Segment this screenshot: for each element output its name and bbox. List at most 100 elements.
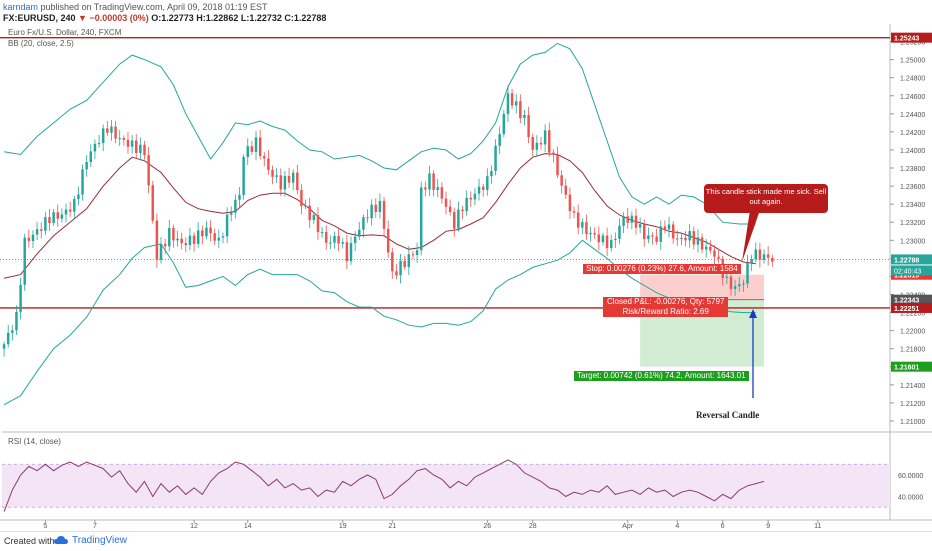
candle-body: [601, 235, 605, 243]
candle-body: [258, 137, 262, 156]
candle-body: [494, 145, 497, 171]
candle-body: [514, 101, 518, 106]
candle-body: [68, 209, 72, 212]
y-tick-label: 1.24600: [900, 94, 925, 101]
candle-body: [671, 224, 675, 239]
footer: Created with TradingView: [0, 531, 932, 551]
candle-body: [118, 138, 121, 140]
candle-body: [432, 173, 435, 190]
candle-body: [279, 175, 283, 190]
candle-body: [242, 156, 245, 195]
rsi-tick-label: 40.0000: [898, 495, 923, 502]
candle-body: [564, 185, 568, 195]
y-tick-label: 1.21000: [900, 419, 925, 426]
candle-body: [618, 225, 621, 239]
candle-body: [6, 332, 10, 345]
x-tick-label: 26: [483, 523, 491, 530]
candle-body: [52, 212, 55, 224]
price-tag-label: 1.22788: [894, 257, 919, 264]
candle-body: [391, 252, 394, 272]
candle-body: [568, 194, 572, 212]
y-tick-label: 1.23000: [900, 238, 925, 245]
candle-body: [263, 155, 266, 159]
rsi-line: [3, 459, 765, 512]
candle-body: [626, 216, 629, 223]
candle-body: [246, 146, 249, 157]
candle-body: [64, 209, 68, 215]
candle-body: [320, 232, 324, 234]
candle-body: [453, 212, 456, 229]
candle-body: [35, 229, 39, 235]
tradingview-brand[interactable]: TradingView: [72, 535, 128, 546]
candle-body: [634, 215, 638, 228]
candle-body: [428, 173, 431, 190]
candle-body: [709, 246, 712, 251]
candle-body: [395, 271, 398, 276]
candle-body: [527, 114, 530, 138]
x-tick-label: Apr: [622, 523, 634, 530]
candle-body: [585, 222, 588, 235]
candle-body: [572, 211, 576, 213]
author-name[interactable]: karndam: [3, 2, 39, 12]
candle-body: [122, 138, 126, 140]
candle-body: [89, 151, 93, 163]
candle-body: [667, 224, 671, 230]
candle-body: [229, 212, 233, 215]
candle-body: [481, 186, 485, 190]
candle-body: [510, 93, 514, 106]
candle-body: [746, 262, 749, 284]
candle-body: [738, 284, 741, 287]
published-text: published on TradingView.com, April 09, …: [40, 2, 268, 12]
candle-body: [676, 238, 679, 240]
rsi-band: [2, 464, 890, 508]
candle-body: [399, 260, 402, 276]
candle-body: [184, 243, 188, 246]
candle-body: [19, 284, 22, 312]
candle-body: [750, 259, 753, 263]
candle-body: [762, 254, 766, 260]
candle-body: [651, 235, 654, 237]
candle-body: [581, 222, 584, 228]
candle-body: [597, 234, 601, 243]
candle-body: [196, 230, 200, 244]
candle-body: [498, 134, 501, 146]
candle-body: [337, 235, 340, 244]
candle-body: [217, 237, 221, 241]
x-tick-label: 28: [529, 523, 537, 530]
reversal-arrow-head: [749, 309, 757, 318]
closed-pnl-text: Closed P&L: -0.00276, Qty: 5797: [607, 297, 725, 306]
candle-body: [717, 256, 720, 259]
candle-body: [48, 217, 51, 224]
candle-body: [552, 152, 555, 155]
candle-body: [192, 235, 196, 244]
bb-label: BB (20, close, 2.5): [8, 39, 74, 48]
countdown-tag: [891, 265, 932, 276]
candle-body: [151, 185, 154, 221]
candle-body: [419, 187, 423, 251]
candle-body: [296, 172, 299, 191]
reversal-candle-label: Reversal Candle: [696, 410, 760, 420]
candle-body: [424, 187, 427, 190]
x-tick-label: 11: [814, 523, 821, 530]
candle-body: [742, 283, 745, 285]
candle-body: [403, 260, 406, 267]
candle-body: [378, 200, 382, 212]
candle-body: [93, 143, 97, 152]
candle-body: [27, 237, 31, 242]
y-tick-label: 1.21800: [900, 347, 925, 354]
candle-body: [225, 214, 229, 237]
level-tag-label: 1.22251: [894, 306, 919, 313]
risk-reward-text: Risk/Reward Ratio: 2.69: [622, 307, 709, 316]
candle-body: [680, 237, 683, 239]
change-text: ▼ −0.00003 (0%): [78, 13, 149, 23]
candle-body: [605, 235, 609, 249]
candle-body: [366, 217, 369, 219]
candle-body: [696, 237, 700, 245]
candle-body: [436, 187, 439, 190]
candle-body: [271, 169, 274, 177]
candle-body: [771, 257, 774, 262]
candle-body: [176, 238, 179, 241]
price-tag-label: 1.22619: [894, 273, 919, 280]
candle-body: [155, 220, 159, 260]
